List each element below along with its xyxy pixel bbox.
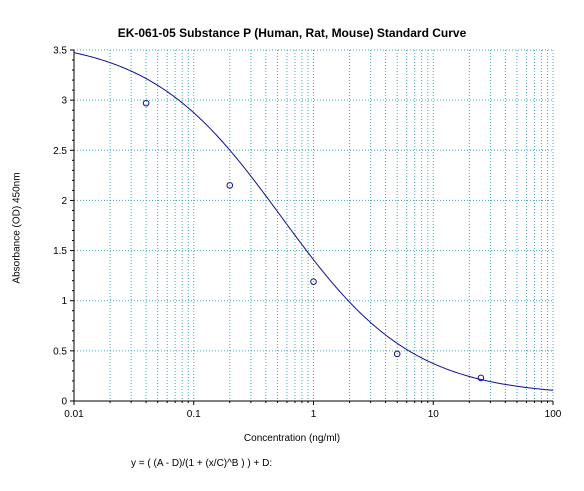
y-tick-label: 1 bbox=[61, 296, 67, 307]
fit-equation: y = ( (A - D)/(1 + (x/C)^B ) ) + D: bbox=[131, 458, 273, 469]
chart-title: EK-061-05 Substance P (Human, Rat, Mouse… bbox=[117, 26, 467, 40]
y-tick-label: 0 bbox=[61, 397, 67, 408]
y-tick-label: 2.5 bbox=[53, 146, 67, 157]
x-tick-label: 0.01 bbox=[64, 409, 84, 420]
x-tick-label: 1 bbox=[311, 409, 317, 420]
y-tick-label: 2 bbox=[61, 196, 67, 207]
data-point bbox=[226, 182, 234, 189]
x-tick-label: 100 bbox=[545, 409, 562, 420]
y-tick-label: 3 bbox=[61, 96, 67, 107]
data-point bbox=[310, 278, 317, 285]
x-tick-label: 10 bbox=[428, 409, 440, 420]
y-tick-label: 0.5 bbox=[53, 346, 67, 357]
x-axis-label: Concentration (ng/ml) bbox=[243, 433, 341, 444]
x-tick-label: 0.1 bbox=[187, 409, 201, 420]
fit-curve bbox=[73, 52, 554, 391]
y-tick-label: 3.5 bbox=[53, 46, 67, 57]
data-point bbox=[393, 350, 401, 358]
y-tick-label: 1.5 bbox=[53, 246, 67, 257]
data-point bbox=[477, 374, 485, 382]
data-point bbox=[142, 99, 150, 107]
